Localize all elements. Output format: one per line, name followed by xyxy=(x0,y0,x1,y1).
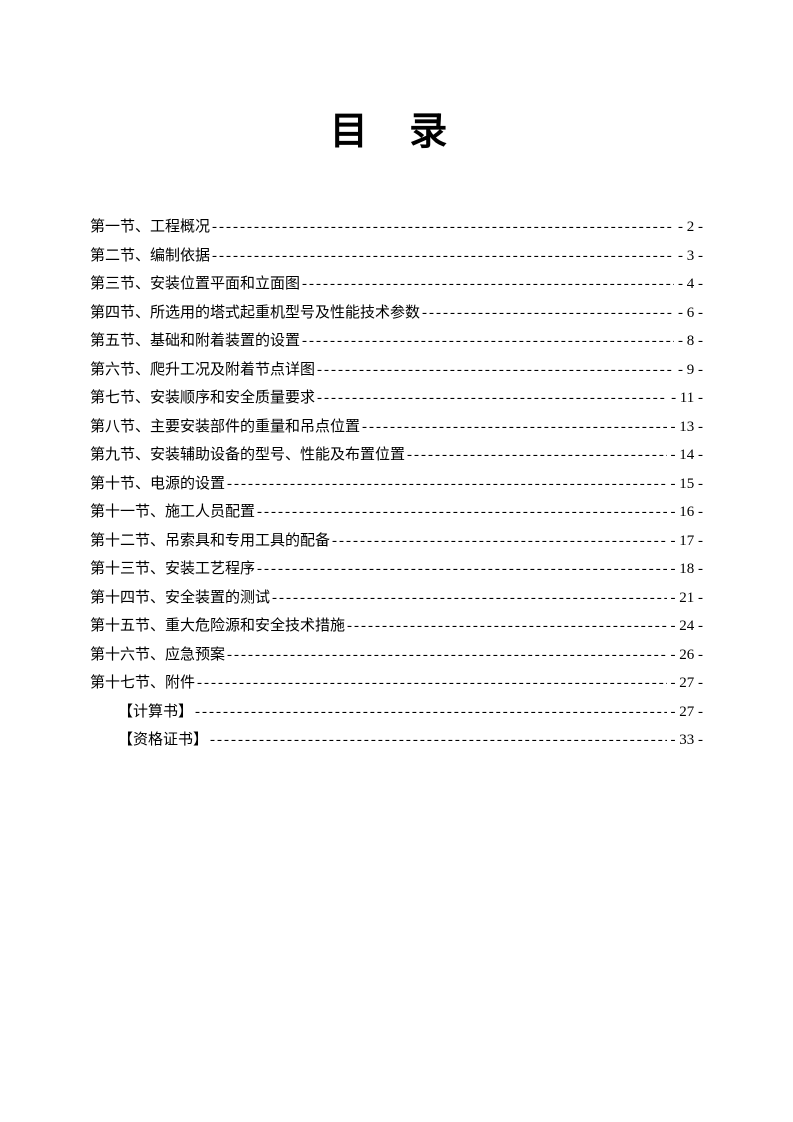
toc-leader xyxy=(362,413,666,442)
toc-entry-page: - 27 - xyxy=(669,669,704,698)
toc-leader xyxy=(302,270,674,299)
toc-entry-label: 第十三节、安装工艺程序 xyxy=(90,555,255,584)
toc-leader xyxy=(212,213,674,242)
toc-entry-page: - 24 - xyxy=(669,612,704,641)
toc-entry-label: 第十六节、应急预案 xyxy=(90,641,225,670)
toc-leader xyxy=(332,527,666,556)
toc-entry-label: 第十五节、重大危险源和安全技术措施 xyxy=(90,612,345,641)
toc-leader xyxy=(257,555,666,584)
toc-entry-label: 第七节、安装顺序和安全质量要求 xyxy=(90,384,315,413)
toc-leader xyxy=(422,299,674,328)
toc-entry: 【资格证书】 - 33 - xyxy=(90,726,703,755)
toc-entry-label: 第六节、爬升工况及附着节点详图 xyxy=(90,356,315,385)
toc-leader xyxy=(227,470,666,499)
toc-entry-page: - 8 - xyxy=(676,327,703,356)
toc-leader xyxy=(227,641,666,670)
toc-entry: 第八节、主要安装部件的重量和吊点位置 - 13 - xyxy=(90,413,703,442)
toc-entry-page: - 14 - xyxy=(669,441,704,470)
toc-entry-label: 第二节、编制依据 xyxy=(90,242,210,271)
toc-leader xyxy=(317,356,674,385)
toc-entry: 第十节、电源的设置 - 15 - xyxy=(90,470,703,499)
toc-leader xyxy=(212,242,674,271)
toc-leader xyxy=(317,384,667,413)
toc-entry: 第十六节、应急预案 - 26 - xyxy=(90,641,703,670)
toc-entry-page: - 4 - xyxy=(676,270,703,299)
toc-leader xyxy=(257,498,666,527)
toc-entry-label: 第九节、安装辅助设备的型号、性能及布置位置 xyxy=(90,441,405,470)
toc-entry: 第十七节、附件 - 27 - xyxy=(90,669,703,698)
toc-entry-page: - 15 - xyxy=(669,470,704,499)
document-page: 目 录 第一节、工程概况- 2 -第二节、编制依据- 3 -第三节、安装位置平面… xyxy=(0,0,793,755)
toc-leader xyxy=(302,327,674,356)
toc-title: 目 录 xyxy=(90,100,703,155)
toc-entry: 第一节、工程概况 - 2 - xyxy=(90,213,703,242)
toc-entry-label: 第四节、所选用的塔式起重机型号及性能技术参数 xyxy=(90,299,420,328)
toc-entry-label: 第五节、基础和附着装置的设置 xyxy=(90,327,300,356)
toc-entry: 第十四节、安全装置的测试 - 21 - xyxy=(90,584,703,613)
toc-entry: 第二节、编制依据 - 3 - xyxy=(90,242,703,271)
toc-entry-page: - 33 - xyxy=(669,726,704,755)
toc-entry: 第十一节、施工人员配置 - 16 - xyxy=(90,498,703,527)
toc-entry: 第九节、安装辅助设备的型号、性能及布置位置 - 14 - xyxy=(90,441,703,470)
toc-leader xyxy=(347,612,666,641)
toc-leader xyxy=(272,584,666,613)
toc-entry-label: 第十二节、吊索具和专用工具的配备 xyxy=(90,527,330,556)
toc-entry-page: - 2 - xyxy=(676,213,703,242)
toc-entry: 第七节、安装顺序和安全质量要求 - 11 - xyxy=(90,384,703,413)
toc-leader xyxy=(210,726,666,755)
toc-entry: 第十五节、重大危险源和安全技术措施 - 24 - xyxy=(90,612,703,641)
toc-entry-page: - 17 - xyxy=(669,527,704,556)
toc-entry-label: 第十节、电源的设置 xyxy=(90,470,225,499)
toc-entry-page: - 9 - xyxy=(676,356,703,385)
toc-entry: 第十二节、吊索具和专用工具的配备 - 17 - xyxy=(90,527,703,556)
toc-leader xyxy=(407,441,666,470)
toc-entry: 第五节、基础和附着装置的设置 - 8 - xyxy=(90,327,703,356)
toc-entry-page: - 26 - xyxy=(669,641,704,670)
toc-entry-page: - 18 - xyxy=(669,555,704,584)
toc-entry-label: 第十四节、安全装置的测试 xyxy=(90,584,270,613)
toc-entry: 第三节、安装位置平面和立面图 - 4 - xyxy=(90,270,703,299)
toc-entry-label: 第八节、主要安装部件的重量和吊点位置 xyxy=(90,413,360,442)
toc-entry-label: 第三节、安装位置平面和立面图 xyxy=(90,270,300,299)
toc-entry-page: - 21 - xyxy=(669,584,704,613)
toc-entry-label: 第十七节、附件 xyxy=(90,669,195,698)
toc-entry-page: - 27 - xyxy=(669,698,704,727)
toc-entry-label: 【资格证书】 xyxy=(118,726,208,755)
toc-leader xyxy=(195,698,666,727)
toc-entry-label: 第一节、工程概况 xyxy=(90,213,210,242)
toc-entry-page: - 16 - xyxy=(669,498,704,527)
toc-entry: 第六节、爬升工况及附着节点详图 - 9 - xyxy=(90,356,703,385)
toc-entry-page: - 13 - xyxy=(669,413,704,442)
toc-leader xyxy=(197,669,666,698)
toc-entry: 第四节、所选用的塔式起重机型号及性能技术参数 - 6 - xyxy=(90,299,703,328)
toc-entry-label: 【计算书】 xyxy=(118,698,193,727)
toc-entry-page: - 3 - xyxy=(676,242,703,271)
toc-entry-label: 第十一节、施工人员配置 xyxy=(90,498,255,527)
toc-entry-page: - 11 - xyxy=(669,384,703,413)
toc-entry: 【计算书】 - 27 - xyxy=(90,698,703,727)
table-of-contents: 第一节、工程概况- 2 -第二节、编制依据- 3 -第三节、安装位置平面和立面图… xyxy=(90,213,703,755)
toc-entry-page: - 6 - xyxy=(676,299,703,328)
toc-entry: 第十三节、安装工艺程序 - 18 - xyxy=(90,555,703,584)
